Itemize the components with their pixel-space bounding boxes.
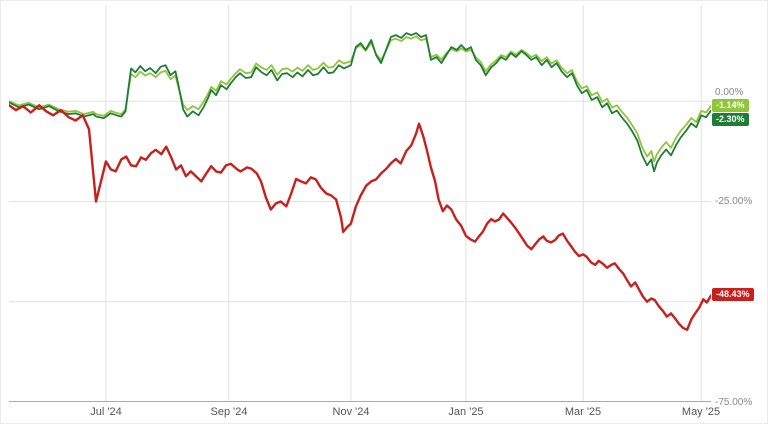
red-series-value-badge: -48.43% (712, 288, 754, 301)
red-series-line (9, 104, 711, 331)
light-green-series-line (9, 35, 711, 163)
x-axis-tick-label: Jul '24 (90, 406, 122, 418)
dark-green-series-value-badge: -2.30% (712, 113, 749, 126)
light-green-series-value-badge: -1.14% (712, 99, 749, 112)
x-axis-tick-label: Sep '24 (210, 406, 248, 418)
dark-green-series-line (9, 32, 711, 173)
y-axis-tick-label: -25.00% (715, 196, 753, 207)
x-axis-tick-label: May '25 (681, 406, 721, 418)
y-axis-tick-label: -75.00% (715, 397, 753, 408)
x-axis-tick-label: Jan '25 (448, 406, 484, 418)
y-axis-tick-label: 0.00% (715, 87, 744, 98)
x-axis-tick-label: Nov '24 (332, 406, 370, 418)
plot-area[interactable] (9, 5, 711, 402)
x-axis-tick-label: Mar '25 (564, 406, 602, 418)
